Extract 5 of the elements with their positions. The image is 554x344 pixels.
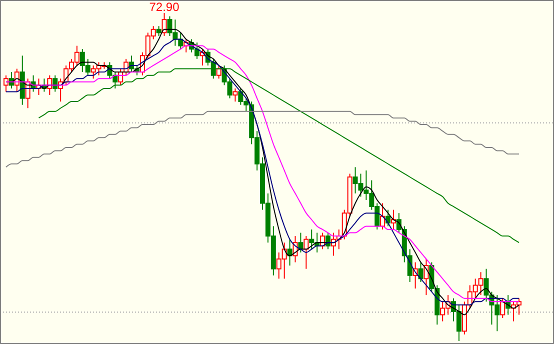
candlestick (162, 12, 167, 36)
candlestick (462, 301, 467, 335)
candlestick (20, 55, 25, 106)
candlestick (156, 26, 162, 36)
annotation: 72.90 (149, 0, 180, 14)
